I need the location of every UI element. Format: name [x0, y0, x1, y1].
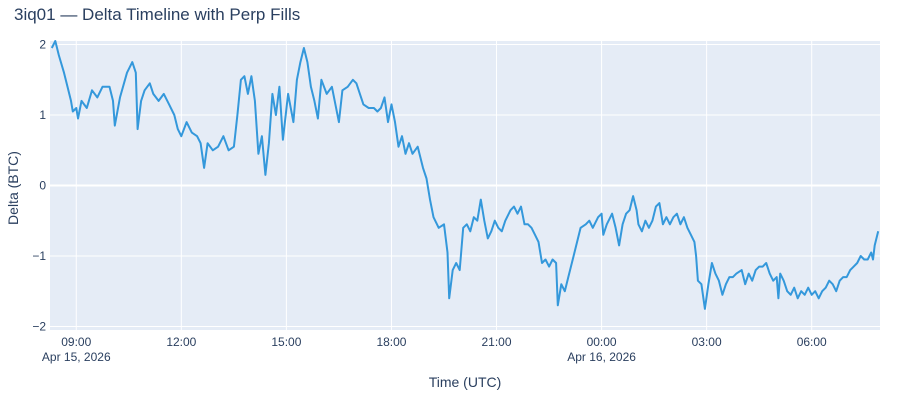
x-tick-label: 18:00	[376, 335, 406, 349]
delta-series-line	[50, 40, 880, 310]
x-tick-label: 00:00	[587, 335, 617, 349]
y-axis-title: Delta (BTC)	[5, 151, 21, 225]
series-layer	[50, 40, 880, 310]
y-tick-label: −2	[32, 319, 46, 333]
y-tick-labels: 2 1 0 −1 −2	[32, 38, 46, 334]
y-tick-label: 2	[39, 38, 46, 52]
x-tick-label: 12:00	[166, 335, 196, 349]
x-tick-label: 03:00	[692, 335, 722, 349]
x-tick-label: 21:00	[482, 335, 512, 349]
x-tick-label: 06:00	[797, 335, 827, 349]
x-axis-title: Time (UTC)	[429, 374, 502, 390]
x-tick-date-label: Apr 16, 2026	[567, 350, 636, 364]
y-tick-label: −1	[32, 249, 46, 263]
chart-title: 3iq01 — Delta Timeline with Perp Fills	[14, 5, 300, 24]
x-tick-label: 09:00	[61, 335, 91, 349]
y-tick-label: 0	[39, 179, 46, 193]
x-tick-label: 15:00	[271, 335, 301, 349]
y-gridlines	[50, 44, 880, 327]
x-tick-date-label: Apr 15, 2026	[42, 350, 111, 364]
y-tick-label: 1	[39, 108, 46, 122]
